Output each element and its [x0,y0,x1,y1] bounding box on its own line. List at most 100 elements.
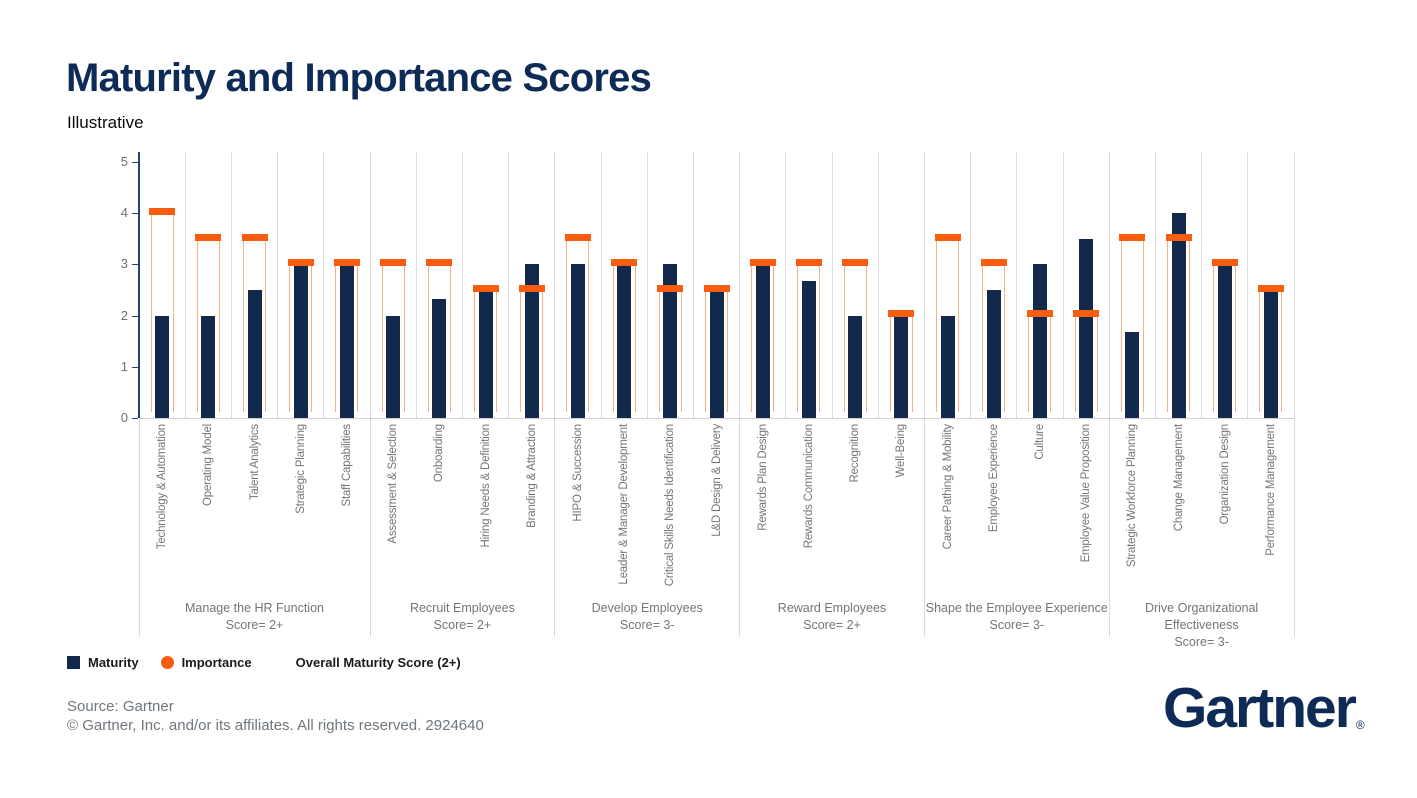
gridline [923,152,925,418]
gridline [1293,152,1295,418]
registered-trademark-icon: ® [1355,718,1365,732]
importance-marker [426,259,453,267]
maturity-bar [478,290,493,418]
group-separator [138,418,140,637]
importance-marker [611,259,638,267]
category-label: Hiring Needs & Definition [479,424,492,548]
importance-marker [749,259,776,267]
gridline [646,152,648,418]
gridline [970,152,972,418]
category-label: L&D Design & Delivery [710,424,723,537]
importance-range-outline [1074,310,1098,412]
importance-marker [1119,233,1146,241]
importance-marker [195,233,222,241]
category-label: Staff Capabilities [340,424,353,507]
group-label-box: Drive Organizational Effectiveness Score=… [1109,600,1294,651]
importance-marker [842,259,869,267]
category-label: Strategic Planning [294,424,307,514]
maturity-bar [617,264,632,418]
importance-marker [518,284,545,292]
importance-range-outline [936,233,959,412]
category-label: Technology & Automation [156,424,169,550]
gridline [415,152,417,418]
maturity-bar [894,315,909,418]
category-label: Organization Design [1218,424,1231,525]
group-separator [1108,418,1110,637]
group-separator [369,418,371,637]
maturity-bar [432,298,447,418]
importance-marker [657,284,684,292]
group-label: Shape the Employee Experience [925,601,1108,615]
copyright-text: © Gartner, Inc. and/or its affiliates. A… [67,717,484,734]
gartner-logo-word: Gartner [1163,676,1357,740]
importance-marker [333,259,360,267]
group-separator [739,418,741,637]
page-subtitle: Illustrative [67,113,144,132]
group-label: Manage the HR Function [185,601,324,615]
importance-range-outline [705,284,728,412]
gridline [692,152,694,418]
group-label-box: Shape the Employee Experience Score= 3- [924,600,1109,634]
importance-marker [149,208,176,216]
importance-range-outline [751,259,775,412]
group-separator [1293,418,1295,637]
importance-marker [1073,310,1100,318]
importance-marker [1165,233,1192,241]
y-tick [132,366,138,368]
page-title: Maturity and Importance Scores [66,56,652,100]
y-tick-label: 1 [120,358,128,374]
category-label: Recognition [849,424,862,483]
gridline [831,152,833,418]
maturity-bar [848,315,863,418]
importance-range-outline [658,284,682,412]
category-label: Employee Value Proposition [1080,424,1093,563]
group-score-label: Score= 3- [619,618,675,632]
maturity-legend-label: Maturity [88,655,139,670]
importance-marker [888,310,915,318]
gridline [184,152,186,418]
gridline [785,152,787,418]
source-text: Source: Gartner [67,698,174,715]
y-axis [138,152,140,418]
importance-marker [795,259,822,267]
gridline [739,152,741,418]
group-score-label: Score= 3- [1174,635,1229,649]
gridline [1247,152,1249,418]
category-label: Leader & Manager Development [618,424,631,585]
maturity-bar [1079,238,1094,418]
importance-marker [980,259,1007,267]
gridline [1062,152,1064,418]
importance-range-outline [1213,259,1237,412]
importance-range-outline [982,259,1006,412]
y-tick [132,418,138,419]
gridline [600,152,602,418]
category-label: Critical Skills Needs Identification [664,424,677,587]
importance-range-outline [1028,310,1052,412]
maturity-bar [293,264,308,418]
group-label: Reward Employees [777,601,887,615]
category-label: Well-Being [895,424,908,478]
y-tick-label: 2 [120,307,128,323]
group-score-label: Score= 3- [989,618,1045,632]
importance-range-outline [1167,233,1190,412]
maturity-bar [663,264,678,418]
importance-range-outline [843,259,867,412]
chart-legend: Maturity Importance Overall Maturity Sco… [67,655,461,670]
importance-range-outline [612,259,636,412]
importance-marker [1211,259,1238,267]
category-label: Career Pathing & Mobility [941,424,954,550]
category-label: Employee Experience [987,424,1000,533]
y-tick-label: 4 [120,205,128,221]
importance-legend-swatch [160,656,174,669]
gridline [1154,152,1156,418]
importance-marker [241,233,268,241]
importance-marker [564,233,591,241]
importance-range-outline [196,233,220,412]
maturity-bar [1217,264,1232,418]
maturity-bar [155,315,170,418]
maturity-bar [1125,332,1140,418]
importance-marker [1257,284,1284,292]
importance-range-outline [381,259,405,412]
y-tick-label: 3 [120,256,128,272]
